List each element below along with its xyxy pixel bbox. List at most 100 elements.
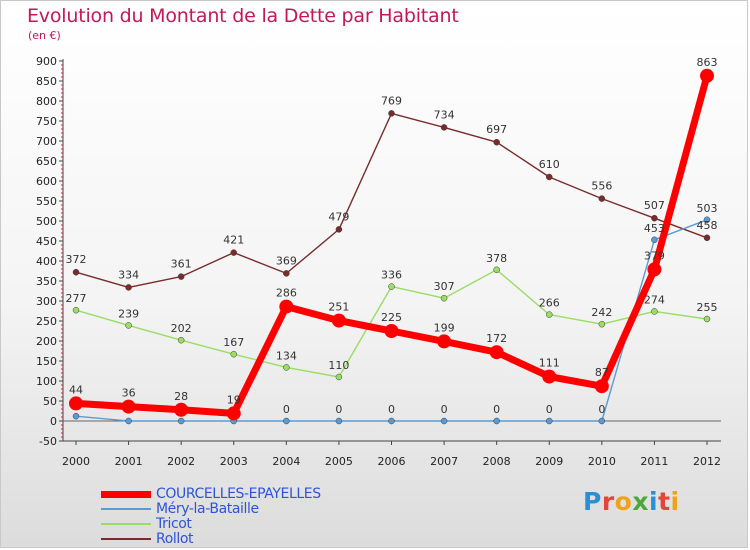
- brand-letter: P: [583, 487, 602, 516]
- legend-item-tricot: Tricot: [101, 516, 361, 532]
- data-label: 242: [591, 306, 612, 319]
- data-point: [279, 299, 294, 314]
- data-point: [493, 266, 500, 274]
- data-label: 453: [644, 222, 665, 235]
- y-tick-label: 350: [36, 275, 57, 288]
- data-label: 266: [539, 297, 560, 310]
- data-point: [598, 320, 606, 328]
- data-point: [440, 124, 448, 131]
- data-point: [388, 417, 395, 425]
- data-label: 556: [591, 180, 612, 193]
- data-point: [651, 308, 658, 315]
- y-tick-label: 150: [36, 355, 57, 368]
- brand-letter: i: [649, 487, 659, 516]
- data-point: [174, 402, 189, 417]
- data-point: [335, 373, 343, 381]
- data-label: 19: [227, 393, 241, 406]
- y-tick-label: 100: [36, 375, 57, 388]
- data-label: 863: [697, 56, 718, 69]
- brand-logo: Proxiti: [583, 487, 680, 516]
- data-label: 610: [539, 158, 560, 171]
- data-label: 110: [328, 359, 349, 372]
- data-point: [331, 313, 346, 328]
- data-point: [703, 315, 711, 323]
- y-tick-label: 800: [36, 95, 57, 108]
- data-label: 378: [486, 252, 507, 265]
- x-tick-label: 2006: [378, 455, 406, 468]
- data-point: [647, 262, 662, 277]
- data-label: 87: [595, 366, 609, 379]
- y-tick-label: 850: [36, 75, 57, 88]
- data-point: [125, 322, 132, 329]
- x-tick-label: 2005: [325, 455, 353, 468]
- data-label: 44: [69, 383, 83, 396]
- data-label: 734: [434, 108, 455, 121]
- data-point: [177, 417, 185, 425]
- data-point: [121, 399, 136, 414]
- brand-letter: o: [614, 487, 633, 516]
- legend-item-mery: Méry-la-Bataille: [101, 501, 361, 517]
- data-label: 36: [122, 387, 136, 400]
- data-point: [598, 417, 606, 425]
- y-tick-label: 200: [36, 335, 57, 348]
- data-point: [489, 345, 504, 360]
- x-tick-label: 2008: [483, 455, 511, 468]
- data-point: [335, 417, 343, 425]
- data-label: 0: [283, 403, 290, 416]
- data-point: [230, 350, 237, 358]
- y-tick-label: 250: [36, 315, 57, 328]
- legend-label: Méry-la-Bataille: [156, 501, 259, 517]
- data-point: [651, 236, 658, 244]
- data-label: 111: [539, 357, 560, 370]
- chart-title: Evolution du Montant de la Dette par Hab…: [27, 5, 459, 27]
- data-label: 277: [66, 292, 87, 305]
- data-label: 0: [388, 403, 395, 416]
- data-point: [335, 226, 343, 233]
- x-tick-label: 2001: [115, 455, 143, 468]
- y-tick-label: 550: [36, 195, 57, 208]
- data-label: 307: [434, 280, 455, 293]
- data-label: 251: [328, 301, 349, 314]
- legend-label: Rollot: [156, 531, 194, 547]
- data-point: [542, 369, 557, 384]
- x-tick-label: 2004: [272, 455, 300, 468]
- y-tick-label: 750: [36, 115, 57, 128]
- x-tick-label: 2007: [430, 455, 458, 468]
- data-label: 225: [381, 311, 402, 324]
- data-label: 0: [598, 403, 605, 416]
- data-point: [72, 412, 80, 420]
- data-point: [72, 306, 80, 314]
- data-point: [226, 406, 241, 421]
- legend-item-courcelles: COURCELLES-EPAYELLES: [101, 486, 361, 502]
- data-label: 458: [697, 219, 718, 232]
- data-point: [440, 417, 448, 425]
- data-label: 0: [546, 403, 553, 416]
- brand-letter: i: [670, 487, 680, 516]
- data-label: 379: [644, 249, 665, 262]
- y-tick-label: 650: [36, 155, 57, 168]
- data-label: 369: [276, 254, 297, 267]
- data-label: 336: [381, 269, 402, 282]
- series-line-0: [72, 72, 711, 417]
- data-label: 421: [223, 234, 244, 247]
- x-tick-label: 2000: [62, 455, 90, 468]
- data-point: [283, 417, 290, 425]
- legend: COURCELLES-EPAYELLES Méry-la-Bataille Tr…: [101, 486, 361, 547]
- y-tick-label: 400: [36, 255, 57, 268]
- x-tick-label: 2003: [220, 455, 248, 468]
- data-point: [703, 234, 711, 242]
- y-tick-label: 700: [36, 135, 57, 148]
- data-point: [125, 284, 132, 291]
- data-point: [69, 396, 83, 411]
- data-label: 172: [486, 332, 507, 345]
- x-tick-label: 2002: [167, 455, 195, 468]
- x-tick-label: 2010: [588, 455, 616, 468]
- data-point: [125, 417, 132, 425]
- data-label: 202: [171, 322, 192, 335]
- data-point: [546, 173, 553, 181]
- data-label: 239: [118, 307, 139, 320]
- data-point: [594, 379, 609, 394]
- data-label: 0: [493, 403, 500, 416]
- data-label: 0: [441, 403, 448, 416]
